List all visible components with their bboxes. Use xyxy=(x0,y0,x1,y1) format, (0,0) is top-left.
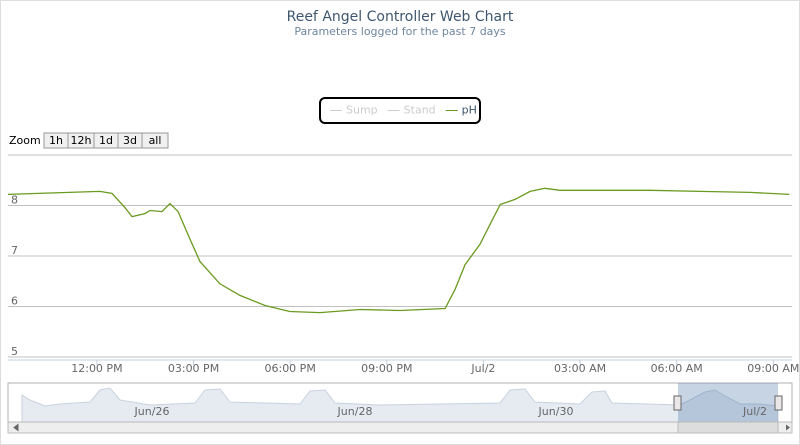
navigator-handle[interactable] xyxy=(673,395,682,411)
zoom-button-label[interactable]: all xyxy=(149,134,162,147)
navigator-label: Jun/26 xyxy=(134,405,170,418)
navigator-handle[interactable] xyxy=(774,395,783,411)
zoom-label: Zoom xyxy=(9,134,41,147)
x-tick-label: 09:00 PM xyxy=(361,362,412,375)
legend-box xyxy=(319,97,481,124)
x-tick-label: 03:00 AM xyxy=(554,362,606,375)
line-series xyxy=(7,187,790,314)
y-tick-label: 5 xyxy=(11,345,18,358)
zoom-button-label[interactable]: 12h xyxy=(71,134,92,147)
x-tick-label: 03:00 PM xyxy=(168,362,219,375)
zoom-button-label[interactable]: 1d xyxy=(99,134,113,147)
y-tick-label: 6 xyxy=(11,295,18,308)
scroll-right[interactable] xyxy=(786,424,790,431)
legend-label[interactable]: Sump xyxy=(346,104,378,117)
x-tick-label: 09:00 AM xyxy=(747,362,799,375)
chart-title: Reef Angel Controller Web Chart xyxy=(287,9,514,25)
zoom-button-label[interactable]: 1h xyxy=(49,134,63,147)
x-tick-label: 06:00 PM xyxy=(264,362,315,375)
zoom-button[interactable] xyxy=(141,132,169,149)
y-tick-label: 8 xyxy=(11,194,18,207)
scrollbar-thumb[interactable] xyxy=(677,421,779,434)
scrollbar-track[interactable] xyxy=(7,421,793,434)
navigator-label: Jun/28 xyxy=(337,405,373,418)
legend-label[interactable]: pH xyxy=(462,104,477,117)
navigator-series xyxy=(21,387,779,423)
navigator-label: Jul/2 xyxy=(742,405,767,418)
scroll-left[interactable] xyxy=(13,423,19,432)
chart-subtitle: Parameters logged for the past 7 days xyxy=(294,25,506,38)
navigator-selection[interactable] xyxy=(678,383,778,422)
x-tick-label: 12:00 PM xyxy=(71,362,122,375)
legend-label[interactable]: Stand xyxy=(404,104,436,117)
y-tick-label: 7 xyxy=(11,244,18,257)
zoom-button-label[interactable]: 3d xyxy=(123,134,137,147)
navigator-label: Jun/30 xyxy=(538,405,574,418)
x-tick-label: Jul/2 xyxy=(470,362,495,375)
x-tick-label: 06:00 AM xyxy=(651,362,703,375)
